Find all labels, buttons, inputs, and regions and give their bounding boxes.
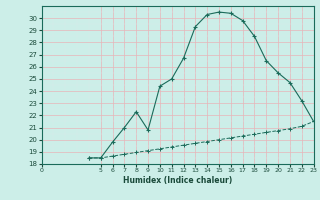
X-axis label: Humidex (Indice chaleur): Humidex (Indice chaleur) — [123, 176, 232, 185]
